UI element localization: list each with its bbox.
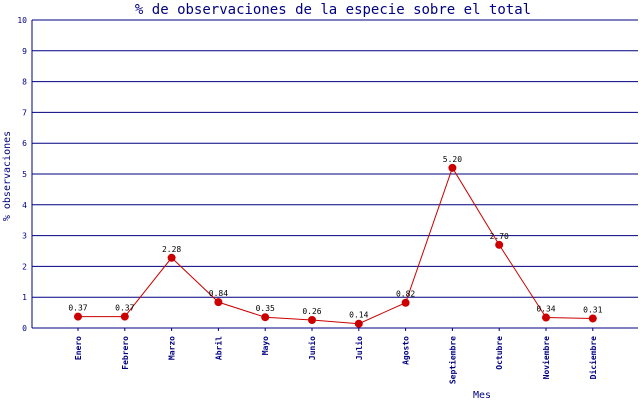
x-tick-label: Abril [213, 336, 223, 360]
data-label: 0.37 [115, 304, 134, 313]
y-tick-label: 8 [22, 78, 27, 87]
data-label: 0.84 [209, 289, 228, 298]
data-point [74, 312, 82, 321]
axes [31, 20, 638, 331]
data-label: 5.20 [443, 155, 462, 164]
data-point [308, 315, 316, 324]
data-label: 0.37 [68, 304, 87, 313]
grid-lines [32, 19, 638, 298]
x-tick-label: Julio [354, 336, 364, 360]
x-tick-label: Septiembre [447, 336, 457, 384]
x-tick-label: Octubre [495, 336, 504, 370]
x-tick-label: Febrero [121, 336, 130, 370]
data-label: 0.35 [256, 304, 275, 313]
x-tick-label: Junio [307, 336, 317, 360]
data-point [588, 314, 597, 323]
data-point [261, 313, 270, 322]
data-label: 0.31 [583, 305, 602, 314]
data-label: 0.14 [349, 311, 368, 320]
y-tick-label: 5 [22, 170, 27, 179]
x-tick-label: Enero [74, 336, 83, 360]
series-line [78, 166, 593, 325]
data-label: 2.70 [490, 232, 509, 241]
x-tick-label: Diciembre [588, 336, 598, 380]
data-label: 0.26 [302, 307, 321, 316]
y-tick-label: 7 [22, 108, 27, 117]
data-point [214, 298, 223, 307]
y-tick-label: 6 [22, 139, 27, 148]
y-tick-labels: 0 1 2 3 4 5 6 7 8 9 10 [17, 16, 27, 333]
y-tick-label: 9 [22, 47, 27, 56]
chart-title: % de observaciones de la especie sobre e… [135, 2, 531, 18]
data-point [120, 312, 129, 321]
data-label: 0.82 [396, 290, 415, 299]
x-tick-label: Marzo [168, 336, 177, 360]
series-line-path [78, 166, 593, 325]
x-tick-label: Noviembre [541, 336, 551, 380]
x-tick-label: Agosto [402, 336, 411, 365]
data-point [542, 313, 550, 322]
x-tick-labels: Enero Febrero Marzo Abril Mayo Junio Julio Agos… [74, 336, 598, 384]
data-point [401, 298, 410, 307]
data-point [167, 253, 176, 262]
x-axis-label: Mes [473, 390, 491, 400]
y-tick-label: 2 [22, 262, 27, 271]
y-axis-label: % observaciones [2, 131, 13, 221]
y-tick-label: 10 [17, 16, 27, 25]
data-labels: 0.37 0.37 2.28 0.84 0.35 0.26 0.14 0.82 5.20 2.70… [68, 155, 602, 320]
y-tick-label: 0 [22, 324, 27, 333]
data-point [354, 319, 363, 328]
y-tick-label: 1 [22, 293, 27, 302]
y-tick-label: 3 [22, 232, 27, 241]
data-label: 0.34 [536, 305, 555, 314]
data-point [448, 163, 457, 172]
data-point [495, 240, 504, 249]
data-points [74, 163, 597, 328]
y-tick-label: 4 [22, 201, 27, 210]
data-label: 2.28 [162, 245, 181, 254]
x-tick-label: Mayo [261, 336, 270, 355]
